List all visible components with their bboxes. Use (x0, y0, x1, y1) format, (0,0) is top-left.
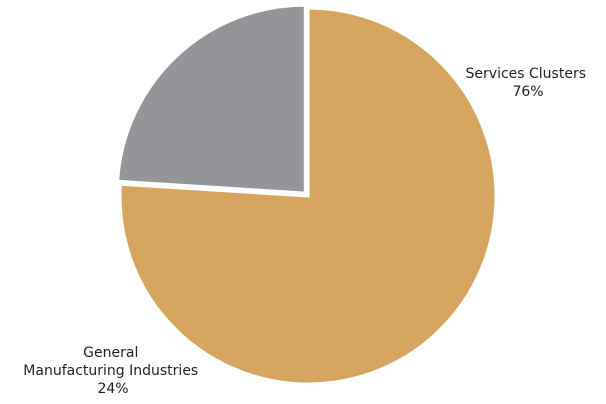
slice-label-services-value: 76% (512, 84, 543, 100)
pie-slice-services (118, 6, 498, 386)
slice-label-services: Services Clusters 76% (466, 66, 591, 100)
slice-label-services-name: Services Clusters (466, 66, 586, 82)
pie-slice-manufacturing (116, 3, 307, 195)
slice-label-manufacturing-name-2: Manufacturing Industries (23, 363, 198, 379)
pie-labels: Services Clusters 76% General Manufactur… (23, 66, 591, 397)
slice-label-manufacturing-name-1: General (83, 345, 138, 361)
slice-label-manufacturing-value: 24% (97, 381, 128, 397)
slice-label-manufacturing: General Manufacturing Industries 24% (23, 345, 202, 397)
pie-slices (116, 3, 498, 386)
